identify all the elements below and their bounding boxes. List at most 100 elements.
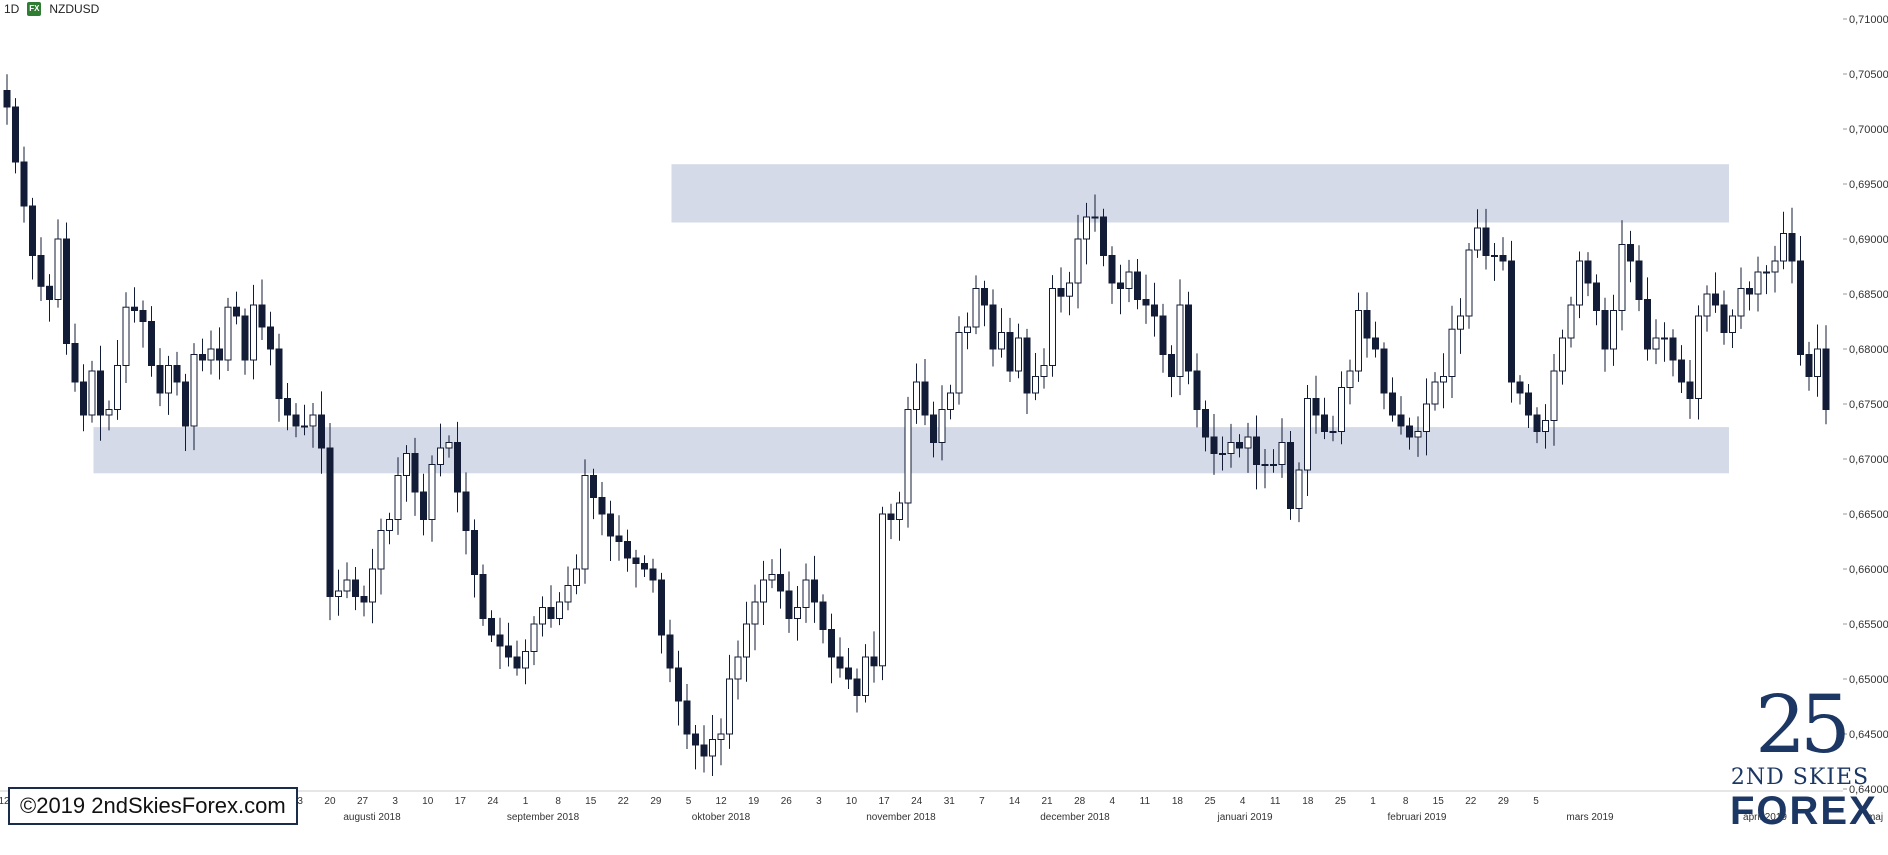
candle-body	[607, 513, 614, 537]
candle-body	[496, 634, 504, 647]
candle-body	[63, 238, 70, 344]
candle-body	[1669, 337, 1677, 361]
x-day-label: 21	[1042, 796, 1054, 807]
candle-body	[1304, 398, 1311, 471]
symbol-label[interactable]: NZDUSD	[49, 2, 100, 16]
candle-body	[734, 656, 742, 680]
candle-body	[845, 667, 852, 680]
candle-body	[12, 106, 19, 163]
candle-body	[700, 744, 708, 757]
candle-body	[1414, 431, 1422, 438]
copyright-notice: ©2019 2ndSkiesForex.com	[8, 787, 298, 825]
candle-body	[794, 607, 801, 619]
candle-body	[913, 381, 920, 410]
candle-body	[683, 700, 691, 735]
candle-body	[1644, 299, 1651, 350]
candle-body	[292, 414, 300, 427]
x-day-label: 25	[1204, 796, 1216, 807]
candle-body	[811, 579, 818, 603]
candle-body	[122, 306, 130, 367]
candle-body	[768, 574, 776, 581]
x-day-label: 19	[748, 796, 760, 807]
candle-body	[1474, 227, 1481, 251]
candle-body	[513, 656, 521, 669]
candle-body	[573, 568, 580, 586]
x-day-label: 7	[979, 796, 985, 807]
candle-body	[989, 304, 997, 350]
y-tick-label: 0,64000	[1849, 784, 1888, 796]
x-day-label: 11	[1140, 796, 1151, 807]
candle-body	[1185, 304, 1192, 372]
candle-body	[326, 447, 334, 597]
y-tick-label: 0,66500	[1849, 509, 1888, 521]
candle-body	[615, 535, 623, 542]
candle-body	[1023, 337, 1031, 394]
candle-body	[394, 475, 402, 520]
candle-body	[88, 370, 96, 416]
x-day-label: 22	[618, 796, 630, 807]
candle-body	[1015, 337, 1022, 372]
x-day-label: 3	[392, 796, 398, 807]
candle-body	[377, 530, 385, 570]
candle-body	[1482, 227, 1490, 256]
candle-body	[275, 348, 283, 399]
candle-body	[1499, 255, 1507, 262]
candle-body	[1542, 420, 1549, 432]
candle-body	[1695, 315, 1702, 399]
candle-body	[1550, 370, 1558, 421]
candle-body	[760, 579, 767, 603]
candle-body	[539, 607, 546, 625]
candle-body	[1244, 436, 1252, 449]
x-day-label: 4	[1240, 796, 1246, 807]
candle-body	[802, 579, 810, 608]
x-day-label: 4	[1109, 796, 1115, 807]
brand-logo: 25 2ND SKIES FOREX	[1730, 685, 1876, 833]
x-day-label: 18	[1302, 796, 1314, 807]
candle-body	[1576, 260, 1583, 306]
candle-body	[666, 634, 674, 669]
candle-body	[632, 557, 640, 564]
candle-body	[71, 343, 79, 383]
x-month-label: april 2019	[1743, 812, 1787, 823]
candle-body	[207, 348, 215, 361]
candle-body	[921, 381, 929, 416]
candle-body	[1006, 332, 1014, 372]
candle-body	[1074, 238, 1082, 284]
candle-body	[904, 409, 912, 504]
candle-body	[46, 285, 53, 300]
candle-body	[1610, 310, 1617, 350]
candle-body	[1516, 381, 1524, 394]
x-day-label: 11	[1270, 796, 1281, 807]
x-month-label: maj	[1867, 812, 1883, 823]
candle-body	[1771, 260, 1779, 273]
x-day-label: 22	[1465, 796, 1477, 807]
candle-body	[853, 678, 861, 696]
candle-body	[1057, 288, 1065, 297]
candle-body	[1661, 337, 1668, 340]
candle-body	[581, 475, 589, 570]
candle-body	[590, 475, 597, 498]
candle-body	[1287, 442, 1294, 509]
candle-body	[675, 667, 682, 702]
candle-body	[1091, 216, 1099, 219]
candle-body	[156, 365, 164, 394]
candle-body	[1465, 249, 1473, 317]
candle-body	[1457, 315, 1464, 330]
candle-body	[1431, 381, 1439, 405]
interval-label[interactable]: 1D	[4, 2, 20, 16]
y-tick-label: 0,67500	[1849, 399, 1888, 411]
candle-body	[564, 585, 572, 603]
candle-body	[445, 442, 453, 449]
candle-body	[1678, 359, 1685, 383]
candle-body	[1763, 271, 1770, 274]
candle-body	[743, 623, 750, 658]
x-day-label: 10	[422, 796, 434, 807]
candle-body	[1100, 216, 1107, 256]
candle-body	[717, 733, 725, 740]
candle-body	[37, 255, 45, 287]
candle-body	[1491, 255, 1498, 257]
x-day-label: 15	[585, 796, 597, 807]
y-tick-label: 0,67000	[1849, 454, 1888, 466]
candle-body	[522, 651, 529, 669]
